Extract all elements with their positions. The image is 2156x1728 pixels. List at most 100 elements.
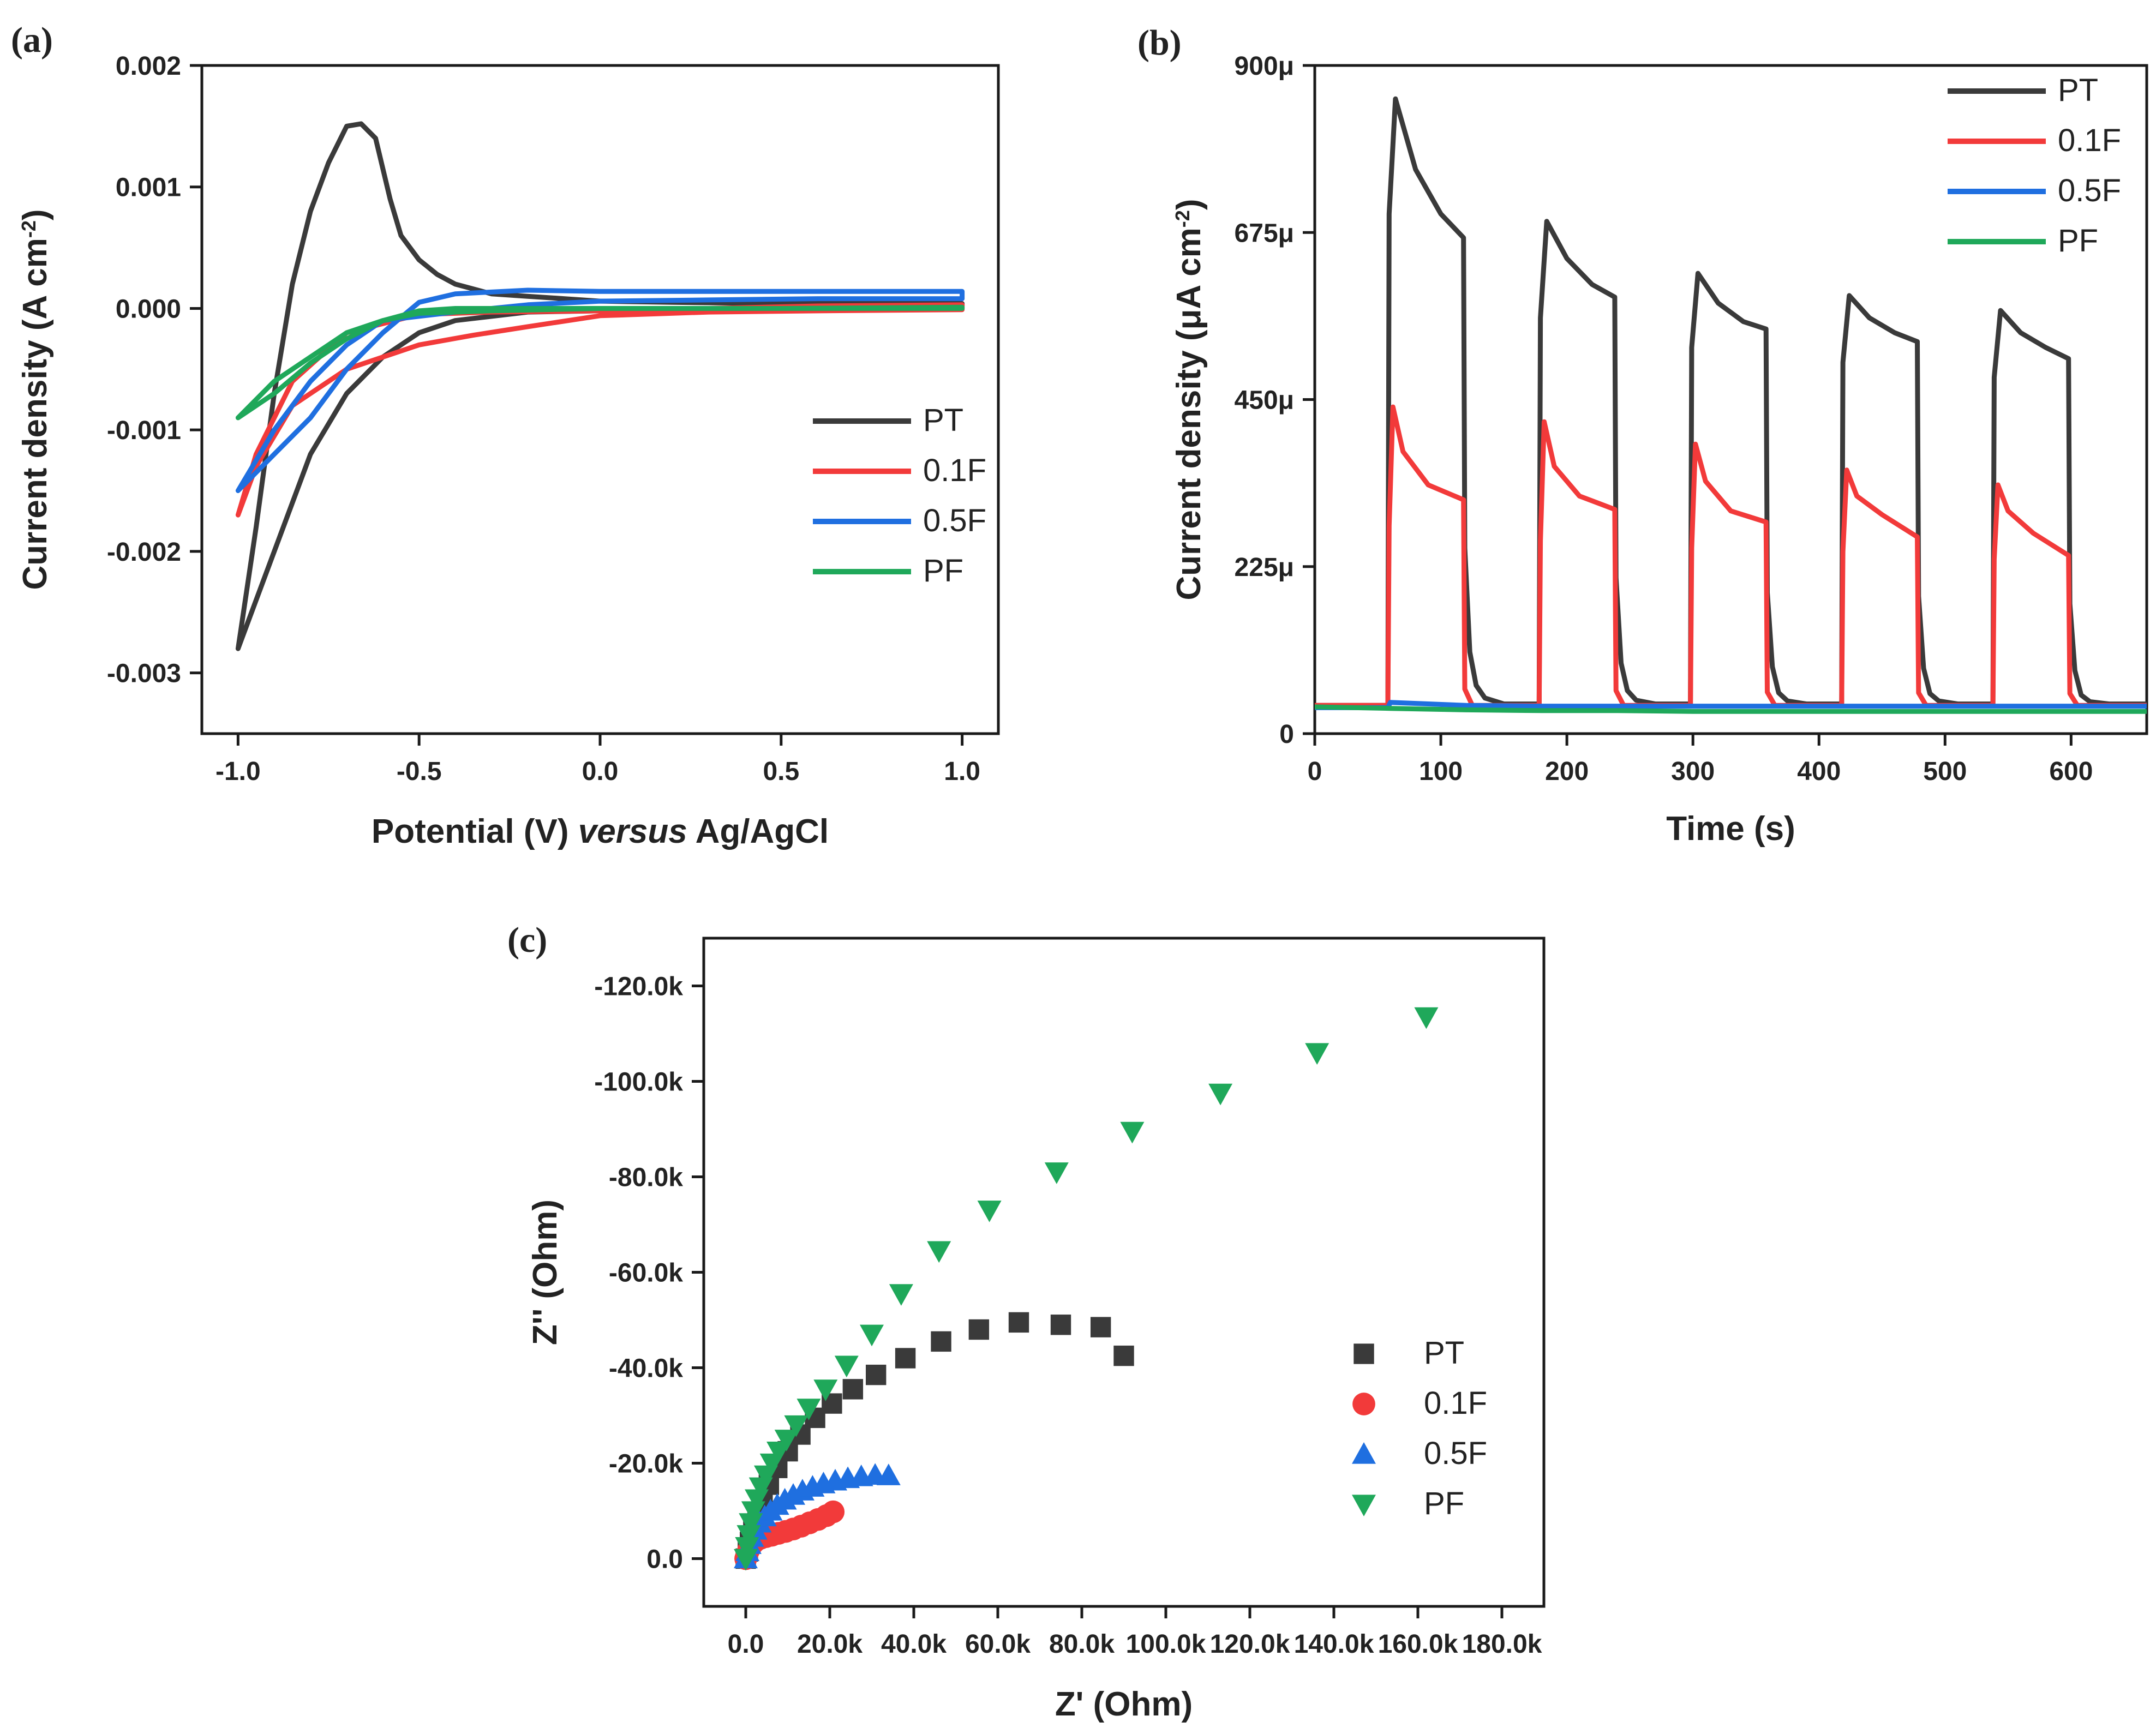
panel-label-c: (c) [507,920,547,960]
plot-area-a [235,121,965,651]
legend-label-c-0-1f: 0.1F [1424,1385,1487,1421]
legend-label-a-0-5f: 0.5F [923,503,986,538]
y-axis-title-part-a-2: ) [16,209,54,220]
chart-c-nyquist: 0.0 20.0k 40.0k 60.0k 80.0k 100.0k 120.0k 140.0… [526,937,1546,1723]
legend-label-b-pf: PF [2058,223,2098,259]
y-tick-label-a-0-003: -0.003 [107,659,181,688]
legend-label-c-pt: PT [1424,1335,1464,1371]
x-axis-title-c: Z' (Ohm) [1055,1685,1193,1723]
y-tick-label-a-0-002: 0.002 [116,52,181,81]
point-c-pt-20 [1113,1345,1134,1366]
y-tick-label-b-900: 900μ [1235,52,1294,81]
point-c-pf-20 [1120,1121,1145,1144]
x-tick-label-a-1-0: -1.0 [215,757,261,786]
point-c-pf-0 [734,1549,758,1571]
x-tick-label-b-0: 0 [1308,757,1322,786]
y-axis-title-part-b-2: ) [1170,199,1208,211]
point-c-0-1f-16 [822,1500,845,1523]
y-tick-label-a-0-002: -0.002 [107,538,181,567]
legend-label-a-pt: PT [923,403,963,438]
panel-label-a: (a) [11,20,53,60]
x-tick-label-a-0-0: 0.0 [582,757,619,786]
y-tick-label-c-20-0k: -20.0k [609,1450,683,1479]
x-tick-label-c-140-0k: 140.0k [1294,1630,1374,1659]
y-tick-label-b-450: 450μ [1235,386,1294,415]
point-c-pf-21 [1208,1083,1233,1106]
legend-marker-c-0-5f [1352,1442,1376,1464]
point-c-pf-18 [977,1201,1002,1222]
legend-label-c-pf: PF [1424,1486,1464,1521]
series-line-b-pf [1315,704,2147,714]
y-tick-label-c-0-0: 0.0 [646,1545,683,1574]
x-tick-label-c-120-0k: 120.0k [1210,1630,1290,1659]
panel-label-b: (b) [1137,23,1182,63]
x-tick-label-a-0-5: 0.5 [763,757,799,786]
point-c-pf-4 [741,1501,765,1523]
series-line-a-pf [235,304,965,421]
series-line-b-pt [1315,96,2147,708]
y-axis-title-b: Current density (μA cm-2) [1170,199,1208,601]
point-c-pf-15 [860,1324,884,1347]
legend-marker-c-pt [1354,1343,1374,1364]
point-c-pf-12 [796,1399,821,1420]
x-tick-label-b-500: 500 [1923,757,1967,786]
point-c-pt-12 [842,1379,864,1400]
y-tick-label-a-0-001: 0.001 [116,173,181,202]
x-tick-label-b-200: 200 [1545,757,1589,786]
y-tick-label-c-100-0k: -100.0k [594,1068,683,1097]
point-c-pf-1 [735,1537,759,1559]
y-tick-label-a-0-000: 0.000 [116,295,181,323]
x-tick-label-c-0-0: 0.0 [728,1630,764,1659]
x-tick-label-b-300: 300 [1671,757,1715,786]
point-c-pf-3 [739,1513,763,1535]
y-tick-label-b-225: 225μ [1235,553,1294,582]
x-tick-label-c-180-0k: 180.0k [1462,1630,1542,1659]
x-tick-label-b-600: 600 [2049,757,2093,786]
y-axis-title-a: Current density (A cm-2) [16,209,54,590]
y-axis-title-part-b-1: -2 [1171,210,1194,227]
legend-label-c-0-5f: 0.5F [1424,1436,1487,1471]
point-c-pf-13 [813,1379,838,1401]
legend-marker-c-pf [1352,1495,1376,1516]
y-tick-label-c-40-0k: -40.0k [609,1354,683,1383]
legend-label-a-0-1f: 0.1F [923,453,986,488]
x-tick-label-c-20-0k: 20.0k [797,1630,863,1659]
x-tick-label-c-40-0k: 40.0k [881,1630,947,1659]
x-axis-title-part-a-1: versus [578,813,687,850]
y-tick-label-c-60-0k: -60.0k [609,1259,683,1288]
point-c-pt-13 [866,1364,887,1385]
y-tick-label-b-675: 675μ [1235,219,1294,248]
legend-label-b-pt: PT [2058,73,2098,108]
y-tick-label-c-80-0k: -80.0k [609,1163,683,1192]
point-c-pt-19 [1090,1317,1111,1337]
y-axis-title-part-b-0: Current density (μA cm [1170,227,1208,600]
x-tick-label-c-100-0k: 100.0k [1126,1630,1206,1659]
point-c-pt-17 [1008,1312,1029,1333]
point-c-pf-22 [1305,1043,1329,1065]
plot-area-c [734,1007,1439,1571]
point-c-pf-19 [1044,1162,1069,1184]
x-tick-label-c-80-0k: 80.0k [1049,1630,1115,1659]
x-tick-label-a-1-0: 1.0 [944,757,980,786]
plot-area-b [1315,96,2147,714]
series-line-b-0-1f [1315,404,2147,708]
chart-a-cyclic-voltammetry: -1.0 -0.5 0.0 0.5 1.0 -0.003 -0.002 -0.001 0.000… [16,52,1000,850]
point-c-pt-16 [968,1319,990,1340]
y-tick-label-c-120-0k: -120.0k [594,973,683,1001]
point-c-0-5f-18 [876,1463,901,1485]
x-tick-label-a-0-5: -0.5 [397,757,442,786]
legend-label-b-0-5f: 0.5F [2058,173,2121,208]
chart-b-photocurrent: 0 100 200 300 400 500 600 0 225μ 450μ 675μ 900μ Time… [1170,52,2148,848]
point-c-pf-11 [784,1415,808,1437]
x-tick-label-b-100: 100 [1419,757,1463,786]
x-tick-label-c-160-0k: 160.0k [1378,1630,1458,1659]
legend-label-b-0-1f: 0.1F [2058,123,2121,158]
point-c-pf-17 [927,1241,951,1263]
x-axis-title-a: Potential (V) versus Ag/AgCl [372,813,829,850]
y-tick-label-a-0-001: -0.001 [107,416,181,445]
x-tick-label-c-60-0k: 60.0k [965,1630,1031,1659]
point-c-pf-16 [889,1284,913,1306]
series-line-b-0-5f [1315,700,2147,710]
point-c-pf-23 [1414,1007,1439,1029]
x-tick-label-b-400: 400 [1797,757,1841,786]
